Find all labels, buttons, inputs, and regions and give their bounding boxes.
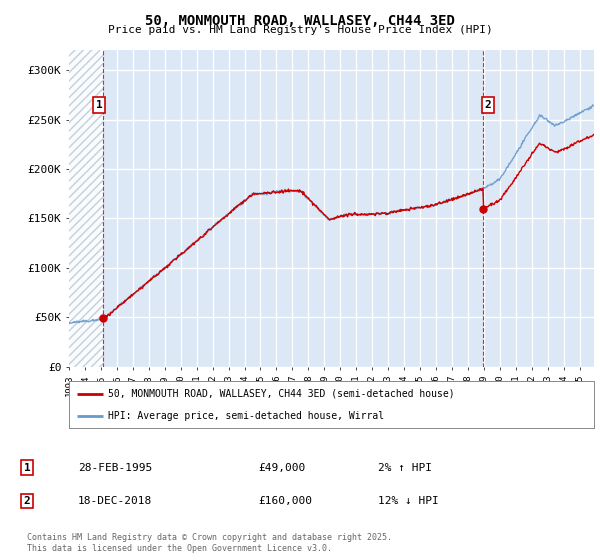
Text: 12% ↓ HPI: 12% ↓ HPI [378,496,439,506]
Text: £160,000: £160,000 [258,496,312,506]
Text: 1: 1 [23,463,31,473]
Text: £49,000: £49,000 [258,463,305,473]
Text: 18-DEC-2018: 18-DEC-2018 [78,496,152,506]
Text: Price paid vs. HM Land Registry's House Price Index (HPI): Price paid vs. HM Land Registry's House … [107,25,493,35]
Text: HPI: Average price, semi-detached house, Wirral: HPI: Average price, semi-detached house,… [109,410,385,421]
Text: 1: 1 [96,100,103,110]
Text: 28-FEB-1995: 28-FEB-1995 [78,463,152,473]
Text: 50, MONMOUTH ROAD, WALLASEY, CH44 3ED (semi-detached house): 50, MONMOUTH ROAD, WALLASEY, CH44 3ED (s… [109,389,455,399]
Text: 50, MONMOUTH ROAD, WALLASEY, CH44 3ED: 50, MONMOUTH ROAD, WALLASEY, CH44 3ED [145,14,455,28]
Text: 2: 2 [485,100,491,110]
Text: 2: 2 [23,496,31,506]
Text: Contains HM Land Registry data © Crown copyright and database right 2025.
This d: Contains HM Land Registry data © Crown c… [27,533,392,553]
Text: 2% ↑ HPI: 2% ↑ HPI [378,463,432,473]
